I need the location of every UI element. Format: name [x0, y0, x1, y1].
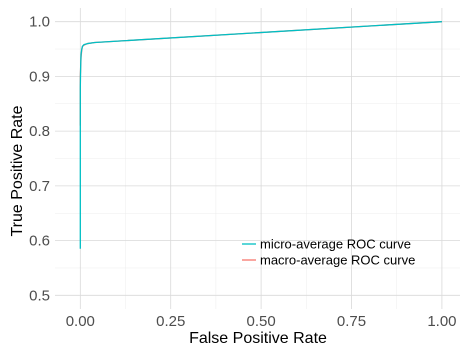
x-axis-title: False Positive Rate: [189, 330, 327, 347]
legend-label: macro-average ROC curve: [260, 253, 415, 268]
y-tick-label: 0.8: [29, 123, 50, 140]
x-tick-label: 0.00: [66, 313, 95, 330]
x-tick-label: 1.00: [427, 313, 456, 330]
series-line-micro-average-roc-curve: [79, 21, 442, 249]
series-lines: [79, 21, 442, 249]
grid-lines: [55, 8, 460, 309]
x-tick-label: 0.25: [156, 313, 185, 330]
y-tick-label: 1.0: [29, 14, 50, 31]
x-tick-label: 0.50: [247, 313, 276, 330]
y-tick-label: 0.6: [29, 233, 50, 250]
y-tick-label: 0.7: [29, 178, 50, 195]
legend-label: micro-average ROC curve: [260, 237, 411, 252]
tick-labels: 0.00 0.25 0.50 0.75 1.00 0.5 0.6 0.7 0.8 0.9 1.0: [29, 14, 456, 330]
y-tick-label: 0.9: [29, 68, 50, 85]
y-tick-label: 0.5: [29, 287, 50, 304]
y-axis-title: True Positive Rate: [9, 105, 26, 236]
x-tick-label: 0.75: [337, 313, 366, 330]
